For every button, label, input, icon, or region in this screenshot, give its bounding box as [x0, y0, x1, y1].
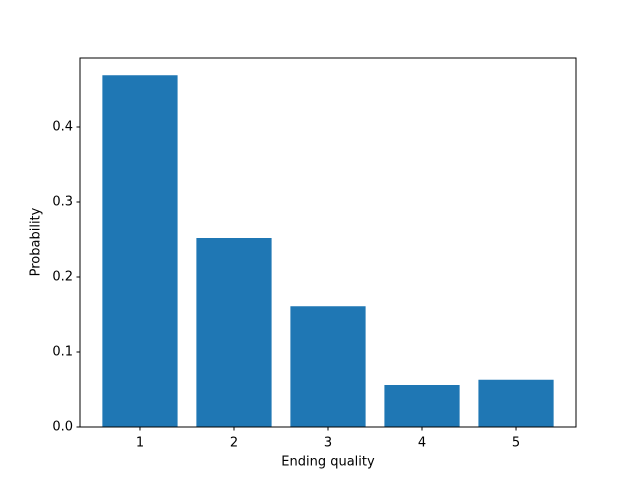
bar — [102, 75, 178, 427]
bar — [290, 306, 366, 427]
x-tick-label: 3 — [324, 436, 332, 451]
y-tick-label: 0.0 — [52, 420, 73, 435]
bar — [478, 379, 554, 427]
y-tick-label: 0.3 — [52, 195, 73, 210]
x-tick-label: 1 — [136, 436, 144, 451]
y-tick-label: 0.2 — [52, 270, 73, 285]
x-tick-label: 2 — [230, 436, 238, 451]
y-tick-label: 0.1 — [52, 345, 73, 360]
x-tick-label: 4 — [418, 436, 426, 451]
x-axis-label: Ending quality — [281, 455, 375, 470]
y-tick-label: 0.4 — [52, 120, 73, 135]
bar — [384, 385, 460, 427]
y-axis-label: Probability — [29, 207, 44, 276]
bar — [196, 238, 272, 427]
x-tick-label: 5 — [512, 436, 520, 451]
plot-frame — [79, 57, 577, 428]
